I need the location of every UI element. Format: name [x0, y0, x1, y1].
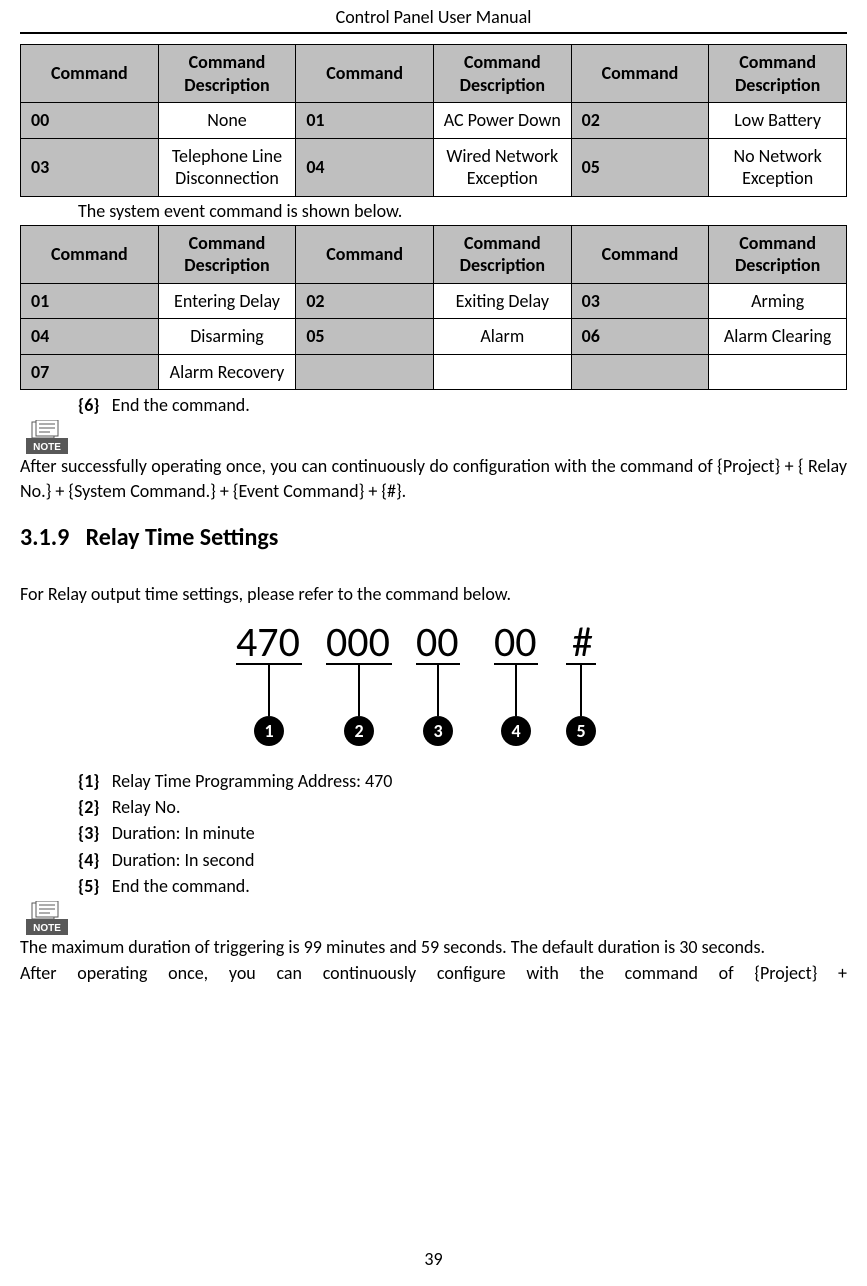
legend-text: Duration: In second [112, 849, 255, 871]
command-code-cell [571, 354, 709, 390]
note-icon: NOTE [26, 901, 68, 935]
table-header: Command Description [709, 225, 847, 283]
legend-text: End the command. [112, 394, 250, 416]
command-code-cell: 03 [571, 283, 709, 319]
command-desc-cell: Telephone Line Disconnection [158, 138, 296, 196]
command-desc-cell [433, 354, 571, 390]
command-code-cell: 05 [571, 138, 709, 196]
table-row: 04 Disarming 05 Alarm 06 Alarm Clearing [21, 319, 847, 355]
command-code-cell: 06 [571, 319, 709, 355]
table-header: Command Description [158, 45, 296, 103]
command-desc-cell: Entering Delay [158, 283, 296, 319]
table-header: Command Description [433, 225, 571, 283]
diagram-number-4: 4 [511, 720, 520, 742]
table-header: Command [296, 45, 434, 103]
legend-num: {5} [78, 875, 100, 897]
table-row: 01 Entering Delay 02 Exiting Delay 03 Ar… [21, 283, 847, 319]
relay-command-diagram: 470 1 000 2 00 3 00 4 # [20, 616, 847, 756]
section-title: Relay Time Settings [86, 523, 279, 552]
table-row: 03 Telephone Line Disconnection 04 Wired… [21, 138, 847, 196]
between-tables-text: The system event command is shown below. [78, 199, 847, 223]
table-row: 00 None 01 AC Power Down 02 Low Battery [21, 103, 847, 139]
command-desc-cell: Alarm [433, 319, 571, 355]
legend-num: {1} [78, 770, 100, 792]
note-label: NOTE [33, 923, 61, 934]
diagram-number-3: 3 [433, 720, 442, 742]
command-desc-cell [709, 354, 847, 390]
command-code-cell: 01 [296, 103, 434, 139]
diagram-group-5: # [572, 617, 593, 668]
legend-num: {6} [78, 394, 100, 416]
table-header: Command [21, 225, 159, 283]
command-desc-cell: No Network Exception [709, 138, 847, 196]
command-code-cell [296, 354, 434, 390]
system-command-table-1: Command Command Description Command Comm… [20, 44, 847, 197]
diagram-group-3: 00 [416, 617, 459, 668]
command-code-cell: 01 [21, 283, 159, 319]
command-code-cell: 04 [21, 319, 159, 355]
page-header-title: Control Panel User Manual [20, 0, 847, 34]
table-row: 07 Alarm Recovery [21, 354, 847, 390]
diagram-group-2: 000 [326, 617, 390, 668]
diagram-group-1: 470 [236, 617, 300, 668]
command-code-cell: 02 [296, 283, 434, 319]
note-icon: NOTE [26, 420, 68, 454]
command-desc-cell: Exiting Delay [433, 283, 571, 319]
diagram-number-1: 1 [264, 720, 273, 742]
legend-text: Duration: In minute [112, 822, 255, 844]
note-2-line-2: After operating once, you can continuous… [20, 961, 847, 985]
command-code-cell: 05 [296, 319, 434, 355]
command-desc-cell: AC Power Down [433, 103, 571, 139]
table-header: Command [21, 45, 159, 103]
table-header: Command Description [709, 45, 847, 103]
legend-text: Relay No. [112, 796, 181, 818]
note-1-text: After successfully operating once, you c… [20, 454, 847, 503]
command-desc-cell: Arming [709, 283, 847, 319]
table-header: Command [296, 225, 434, 283]
table-header: Command [571, 45, 709, 103]
command-code-cell: 07 [21, 354, 159, 390]
table-header: Command Description [433, 45, 571, 103]
table-header: Command [571, 225, 709, 283]
relay-intro-text: For Relay output time settings, please r… [20, 582, 847, 606]
legend-num: {3} [78, 822, 100, 844]
command-desc-cell: Alarm Clearing [709, 319, 847, 355]
page-number: 39 [0, 1248, 867, 1270]
command-code-cell: 04 [296, 138, 434, 196]
command-desc-cell: Wired Network Exception [433, 138, 571, 196]
command-code-cell: 00 [21, 103, 159, 139]
section-number: 3.1.9 [20, 523, 69, 552]
command-desc-cell: Low Battery [709, 103, 847, 139]
table-header: Command Description [158, 225, 296, 283]
legend-num: {2} [78, 796, 100, 818]
legend-text: End the command. [112, 875, 250, 897]
legend-num: {4} [78, 849, 100, 871]
diagram-number-2: 2 [354, 720, 363, 742]
command-code-cell: 02 [571, 103, 709, 139]
note-label: NOTE [33, 442, 61, 453]
legend-6: {6} End the command. [78, 392, 847, 418]
legend-list-2: {1} Relay Time Programming Address: 470 … [78, 768, 847, 898]
system-command-table-2: Command Command Description Command Comm… [20, 225, 847, 391]
section-3-1-9-heading: 3.1.9 Relay Time Settings [20, 523, 847, 552]
page: Control Panel User Manual Command Comman… [0, 0, 867, 1286]
command-desc-cell: Alarm Recovery [158, 354, 296, 390]
command-desc-cell: Disarming [158, 319, 296, 355]
diagram-number-5: 5 [576, 720, 585, 742]
command-code-cell: 03 [21, 138, 159, 196]
note-2-line-1: The maximum duration of triggering is 99… [20, 935, 847, 959]
command-desc-cell: None [158, 103, 296, 139]
diagram-group-4: 00 [494, 617, 537, 668]
legend-text: Relay Time Programming Address: 470 [112, 770, 393, 792]
